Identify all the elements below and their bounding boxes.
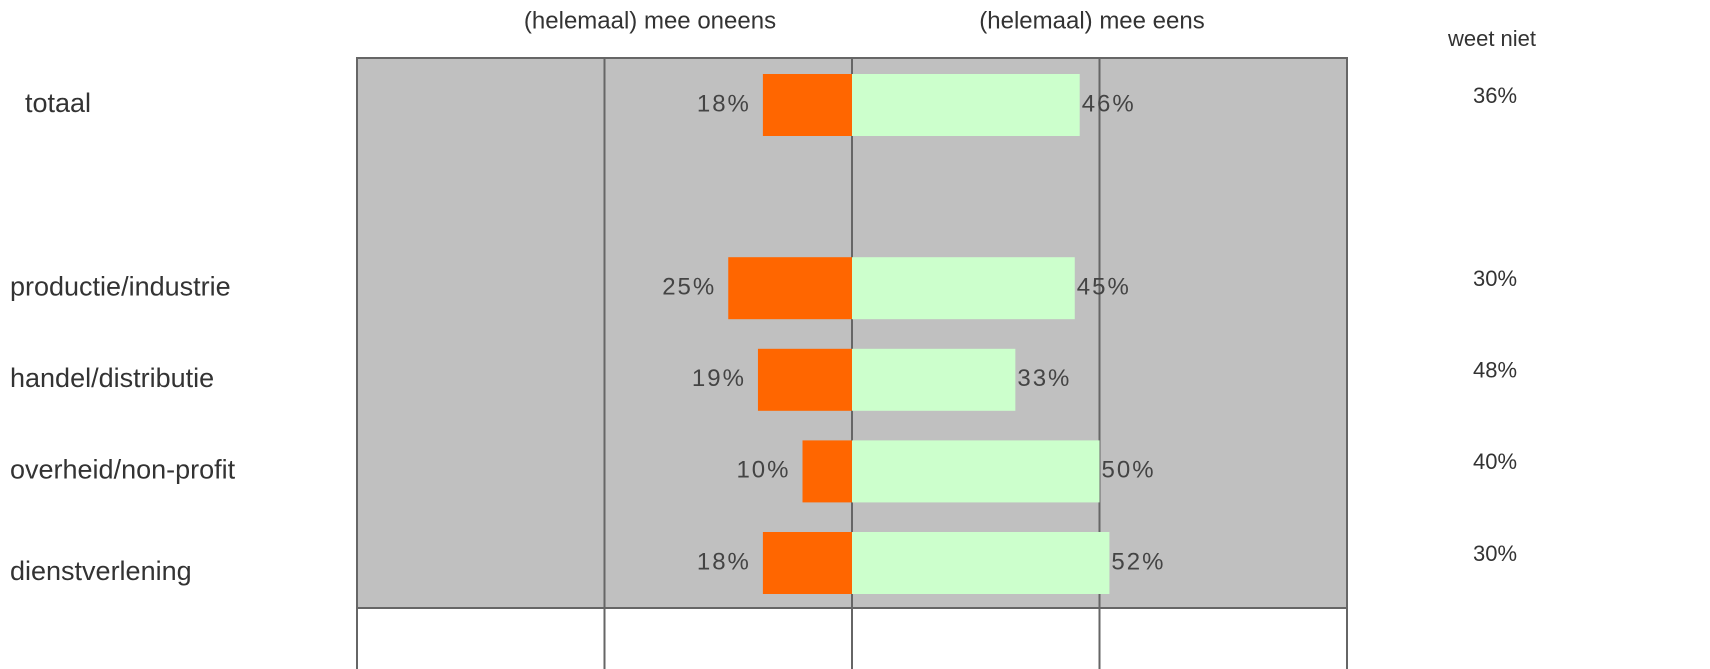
value-label: 19% xyxy=(692,365,746,392)
bar-agree xyxy=(852,257,1075,320)
bar-disagree xyxy=(762,74,852,136)
dont-know-value: 36% xyxy=(1473,83,1517,108)
legend-label: (helemaal) mee oneens xyxy=(524,7,776,34)
value-label: 18% xyxy=(697,548,751,575)
value-label: 45% xyxy=(1077,274,1131,301)
column-header: weet niet xyxy=(1447,26,1536,51)
dont-know-value: 40% xyxy=(1473,449,1517,474)
bar-disagree xyxy=(802,440,852,503)
dont-know-value: 30% xyxy=(1473,266,1517,291)
value-label: 50% xyxy=(1102,457,1156,484)
dont-know-value: 30% xyxy=(1473,541,1517,566)
value-label: 52% xyxy=(1111,548,1165,575)
bar-agree xyxy=(852,348,1016,411)
category-label: totaal xyxy=(25,88,91,118)
value-label: 46% xyxy=(1082,90,1136,117)
category-label: overheid/non-profit xyxy=(10,455,236,485)
value-label: 18% xyxy=(697,90,751,117)
value-label: 33% xyxy=(1017,365,1071,392)
bar-disagree xyxy=(762,532,852,594)
category-label: productie/industrie xyxy=(10,271,231,301)
value-label: 25% xyxy=(662,274,716,301)
category-label: dienstverlening xyxy=(10,556,192,586)
bar-disagree xyxy=(757,348,852,411)
bar-disagree xyxy=(728,257,852,320)
legend-label: (helemaal) mee eens xyxy=(979,7,1204,34)
dont-know-value: 48% xyxy=(1473,358,1517,383)
category-label: handel/distributie xyxy=(10,363,214,393)
bar-agree xyxy=(852,74,1080,136)
bar-agree xyxy=(852,532,1110,594)
bar-agree xyxy=(852,440,1100,503)
value-label: 10% xyxy=(736,457,790,484)
